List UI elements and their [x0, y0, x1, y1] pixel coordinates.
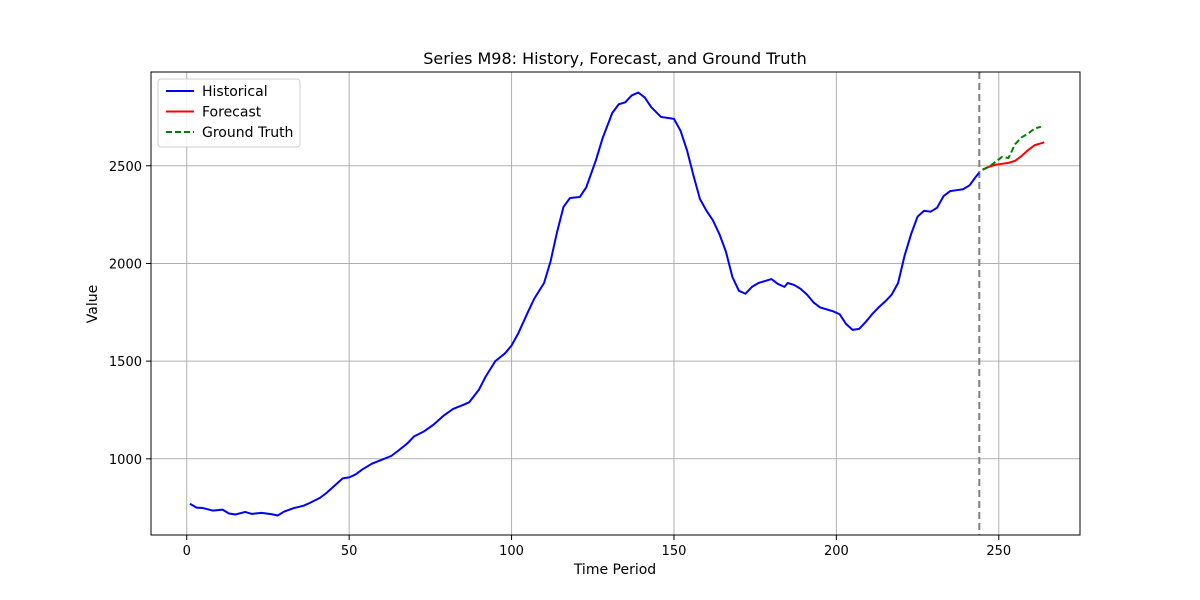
series-line-historical: [189, 91, 981, 517]
y-axis-label: Value: [85, 285, 101, 323]
legend-label-historical: Historical: [202, 84, 268, 100]
y-tick-label: 2500: [109, 160, 142, 175]
y-tick-label: 2000: [109, 257, 142, 272]
x-tick-label: 100: [499, 544, 524, 559]
plot-frame: [150, 71, 1081, 536]
x-axis-label: Time Period: [573, 562, 656, 578]
legend-label-forecast: Forecast: [202, 105, 262, 121]
axes-layer: 0 50 100 150 200 250 1000 1500 2000 2500: [109, 71, 1081, 559]
x-tick-label: 0: [183, 544, 191, 559]
y-tick-label: 1500: [109, 355, 142, 370]
x-tick-label: 250: [986, 544, 1011, 559]
x-tick-label: 200: [824, 544, 849, 559]
chart-title: Series M98: History, Forecast, and Groun…: [423, 49, 807, 68]
legend: Historical Forecast Ground Truth: [157, 78, 301, 148]
grid-layer: [151, 72, 1080, 535]
series-line-ground-truth: [982, 125, 1042, 171]
series-line-forecast: [982, 141, 1045, 171]
x-tick-label: 150: [662, 544, 687, 559]
legend-box: [157, 78, 301, 148]
legend-label-ground-truth: Ground Truth: [202, 125, 293, 141]
series-layer: [189, 72, 1045, 535]
x-tick-label: 50: [341, 544, 358, 559]
y-tick-label: 1000: [109, 453, 142, 468]
